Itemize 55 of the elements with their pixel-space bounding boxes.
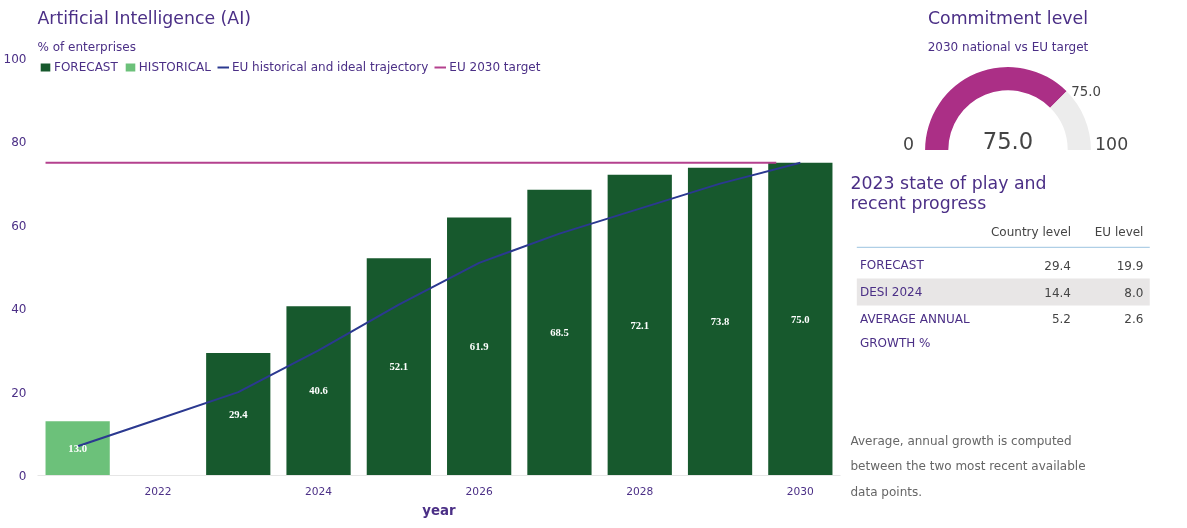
text: 2023 state of play and recent progress [850, 172, 1047, 213]
text: 0 [903, 133, 915, 154]
y-tick-label: 80 [11, 135, 27, 150]
bar [527, 189, 592, 476]
data-label: 61.9 [469, 340, 489, 352]
category-label: AVERAGE ANNUAL GROWTH % [859, 311, 970, 350]
x-tick-label: 2026 [465, 484, 493, 498]
category-label: FORECAST [859, 258, 925, 273]
data-label: 13.0 [68, 442, 87, 454]
data-label: 8.0 [1124, 285, 1144, 300]
x-tick-label: 2024 [304, 484, 333, 498]
x-axis-title: year [422, 502, 457, 518]
bar [286, 306, 351, 476]
bar [607, 174, 672, 476]
chart-title: Commitment level [927, 7, 1089, 28]
y-tick-label: 0 [18, 469, 27, 483]
text: 75.0 [982, 127, 1034, 154]
x-tick-label: 2022 [144, 484, 172, 498]
bar [206, 352, 271, 476]
data-label: 2.6 [1124, 312, 1144, 327]
y-tick-label: 40 [11, 302, 27, 317]
text: Average, annual growth is computed between the two most recent available data points. [850, 434, 1086, 499]
data-label: 29.4 [228, 408, 249, 420]
data-label: 75.0 [1071, 84, 1101, 100]
chart-subtitle: 2030 national vs EU target [927, 39, 1089, 54]
legend-label: HISTORICAL [138, 60, 211, 74]
y-tick-label: 60 [11, 218, 27, 233]
bar [45, 421, 110, 476]
x-tick-label: 2030 [786, 484, 815, 498]
text: 100 [1095, 133, 1129, 154]
chart-title: Artificial Intelligence (AI) [37, 7, 252, 28]
data-label: 29.4 [1044, 258, 1071, 273]
y-tick-label: 100 [3, 52, 27, 66]
data-label: 73.8 [710, 316, 730, 328]
category-label: DESI 2024 [859, 285, 923, 299]
text: Country level [990, 225, 1072, 240]
bar [447, 217, 512, 476]
data-label: 75.0 [791, 313, 810, 325]
legend-label: EU 2030 target [449, 60, 541, 74]
y-tick-label: 20 [11, 385, 27, 400]
legend-label: EU historical and ideal trajectory [231, 60, 429, 74]
data-label: 52.1 [389, 361, 409, 373]
data-label: 72.1 [630, 319, 650, 331]
legend-label: FORECAST [54, 60, 118, 74]
data-label: 5.2 [1051, 312, 1072, 327]
chart-subtitle: % of enterprises [37, 39, 136, 54]
data-label: 14.4 [1044, 285, 1071, 300]
data-label: 68.5 [550, 327, 569, 339]
bar [366, 258, 431, 476]
bar [768, 162, 833, 476]
x-tick-label: 2028 [626, 484, 654, 498]
data-label: 40.6 [309, 385, 329, 397]
data-label: 19.9 [1116, 258, 1144, 273]
bar [687, 167, 753, 476]
text: EU level [1094, 225, 1144, 240]
